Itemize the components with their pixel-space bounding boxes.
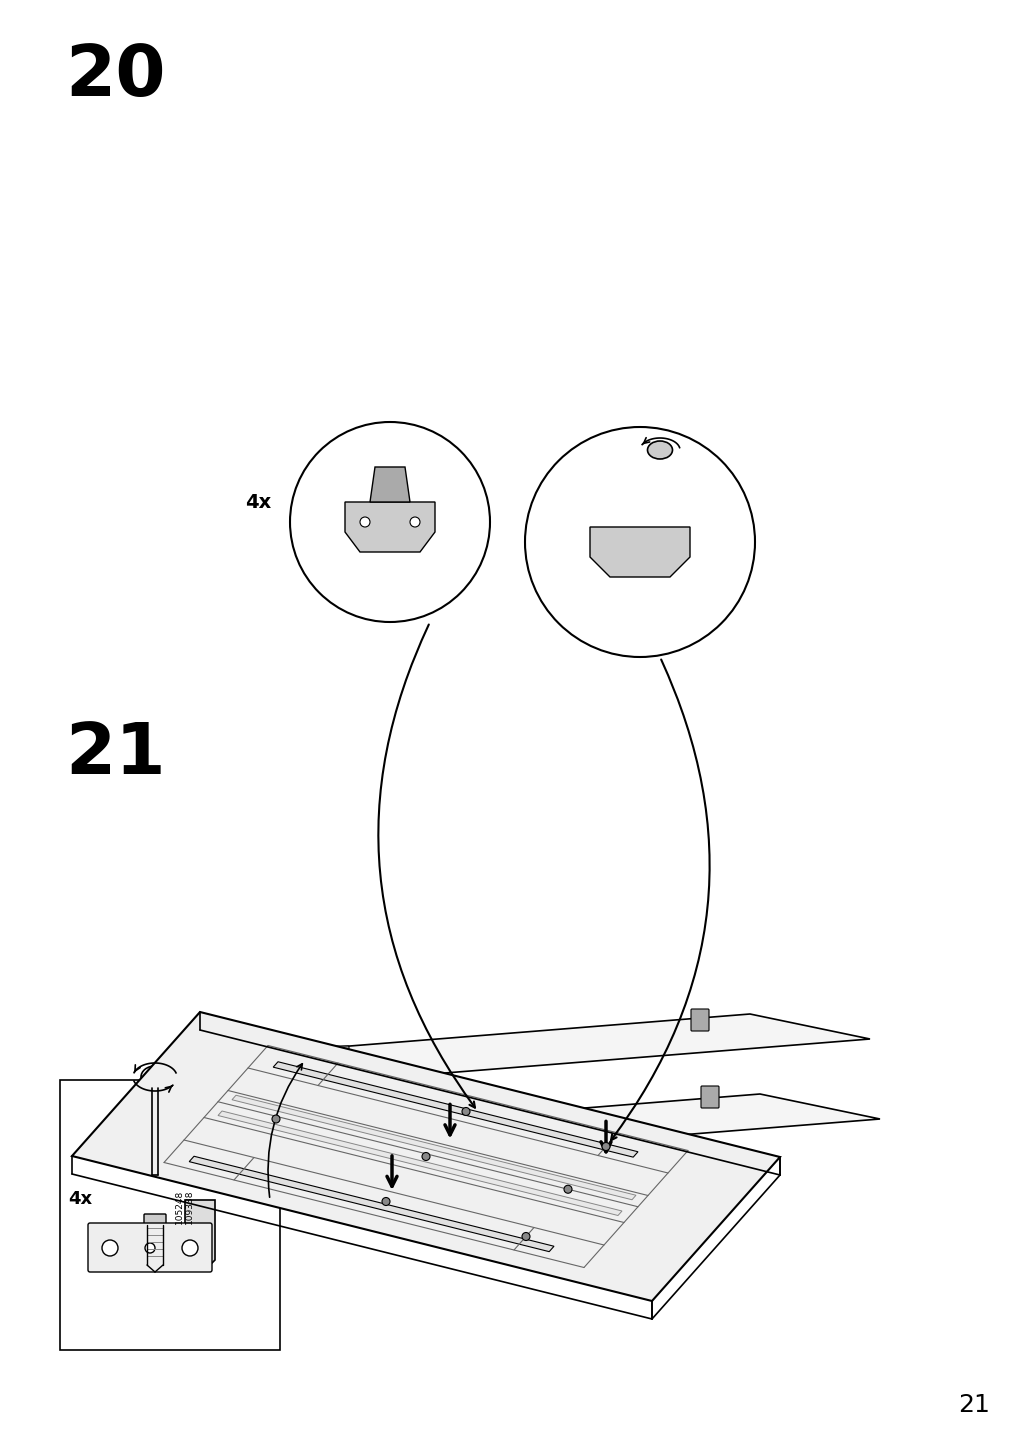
FancyBboxPatch shape — [88, 1223, 211, 1272]
Polygon shape — [299, 1014, 869, 1075]
Text: 109338: 109338 — [185, 1190, 194, 1224]
FancyBboxPatch shape — [331, 1045, 349, 1068]
Ellipse shape — [647, 441, 672, 460]
Circle shape — [563, 1186, 571, 1193]
Polygon shape — [299, 1050, 420, 1087]
FancyBboxPatch shape — [144, 1214, 166, 1226]
Circle shape — [381, 1197, 389, 1206]
Text: 21: 21 — [957, 1393, 989, 1418]
Circle shape — [422, 1153, 430, 1160]
Circle shape — [182, 1240, 198, 1256]
FancyBboxPatch shape — [701, 1085, 718, 1108]
Circle shape — [145, 1243, 155, 1253]
Circle shape — [360, 517, 370, 527]
FancyBboxPatch shape — [346, 1124, 364, 1146]
Polygon shape — [309, 1130, 430, 1167]
Polygon shape — [189, 1156, 553, 1252]
Polygon shape — [273, 1061, 637, 1157]
Polygon shape — [345, 503, 435, 551]
Circle shape — [525, 427, 754, 657]
Polygon shape — [72, 1012, 779, 1302]
Circle shape — [272, 1116, 280, 1123]
FancyBboxPatch shape — [691, 1010, 709, 1031]
FancyBboxPatch shape — [60, 1080, 280, 1350]
Polygon shape — [589, 527, 690, 577]
Polygon shape — [370, 467, 409, 503]
Circle shape — [522, 1233, 530, 1240]
Polygon shape — [309, 1094, 880, 1156]
Ellipse shape — [141, 1065, 169, 1088]
Text: 4x: 4x — [68, 1190, 92, 1209]
Polygon shape — [217, 1111, 622, 1216]
Text: 20: 20 — [65, 42, 166, 112]
Circle shape — [102, 1240, 118, 1256]
Polygon shape — [185, 1200, 214, 1270]
Polygon shape — [232, 1095, 635, 1200]
Circle shape — [602, 1143, 610, 1150]
Text: 4x: 4x — [245, 493, 271, 511]
Text: 21: 21 — [65, 720, 166, 789]
Circle shape — [462, 1107, 469, 1116]
Text: 105248: 105248 — [175, 1190, 184, 1224]
Circle shape — [409, 517, 420, 527]
Circle shape — [290, 422, 489, 621]
